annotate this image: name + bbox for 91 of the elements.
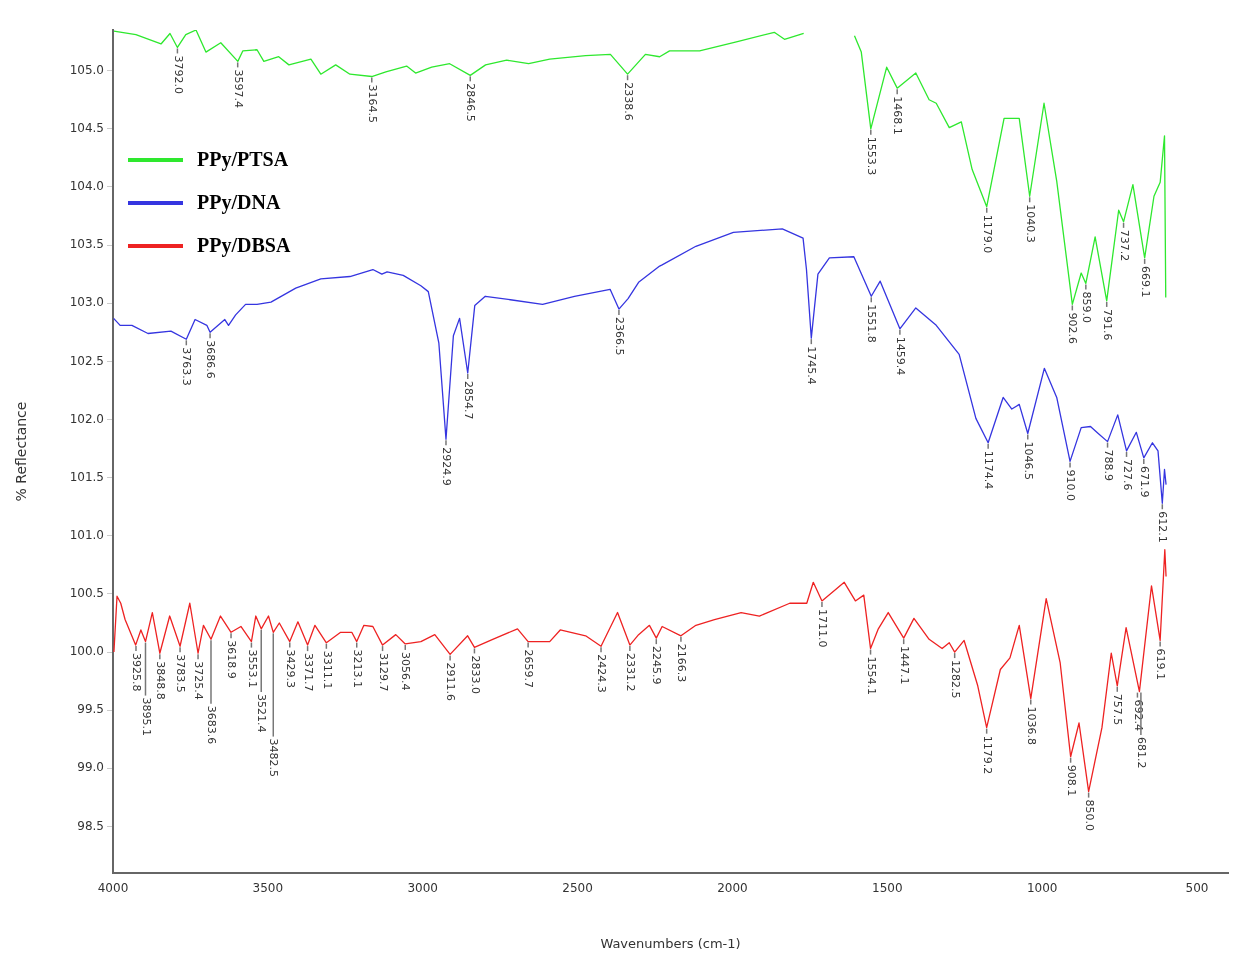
- annotation: 1468.1: [891, 96, 905, 135]
- legend-label: PPy/PTSA: [197, 148, 289, 171]
- annotation: 1554.1: [864, 656, 878, 696]
- x-axis-title: Wavenumbers (cm-1): [600, 935, 741, 951]
- annotation: 2924.9: [440, 447, 454, 486]
- annotation: 1040.3: [1023, 204, 1037, 243]
- annotation: 3683.6: [205, 705, 219, 745]
- x-tick-label: 2000: [717, 881, 748, 896]
- y-tick-label: 103.0: [69, 295, 104, 310]
- x-tick-label: 1500: [872, 881, 903, 896]
- annotation: 3848.8: [153, 661, 167, 700]
- annotation: 3213.1: [350, 649, 364, 689]
- annotation: 902.6: [1066, 312, 1080, 344]
- annotation: 3686.6: [204, 340, 218, 379]
- annotation: 3056.4: [399, 651, 413, 691]
- annotation: 3164.5: [365, 84, 379, 124]
- annotation: 1711.0: [816, 608, 830, 648]
- annotation: 3482.5: [267, 738, 281, 778]
- y-axis-title: % Reflectance: [13, 401, 30, 502]
- x-tick-label: 3000: [407, 881, 438, 896]
- annotation: 1447.1: [897, 646, 911, 685]
- annotation: 850.0: [1082, 799, 1096, 832]
- annotation: 3371.7: [301, 653, 315, 692]
- annotation: 681.2: [1135, 737, 1149, 769]
- annotation: 3792.0: [171, 55, 185, 94]
- annotation: 3129.7: [376, 653, 390, 692]
- annotation: 669.1: [1138, 265, 1152, 298]
- annotation: 737.2: [1117, 229, 1131, 262]
- annotation: 692.4: [1131, 699, 1145, 732]
- annotation: 2854.7: [461, 381, 475, 420]
- annotation: 3429.3: [283, 649, 297, 689]
- annotation: 612.1: [1156, 511, 1170, 543]
- annotation: 1036.8: [1024, 706, 1038, 746]
- annotation: 2245.9: [650, 646, 664, 685]
- annotation: 1459.4: [894, 336, 908, 376]
- annotation: 2846.5: [464, 83, 478, 122]
- annotation: 1179.0: [980, 214, 994, 254]
- annotation: 3925.8: [130, 653, 144, 692]
- x-tick-label: 1000: [1026, 881, 1058, 896]
- y-tick-label: 100.5: [69, 586, 104, 601]
- y-tick-label: 104.0: [69, 179, 104, 194]
- annotation: 1046.5: [1021, 441, 1035, 480]
- x-tick-label: 3500: [252, 881, 284, 896]
- annotation: 2911.6: [444, 662, 458, 701]
- y-tick-label: 102.5: [69, 353, 104, 368]
- y-tick-label: 102.0: [69, 411, 104, 426]
- legend-label: PPy/DBSA: [197, 234, 291, 257]
- annotation: 3597.4: [231, 69, 245, 108]
- y-tick-label: 98.5: [77, 818, 104, 833]
- annotation: 2424.3: [595, 654, 609, 693]
- annotation: 2833.0: [468, 655, 482, 694]
- annotation: 908.1: [1064, 764, 1078, 797]
- annotation: 2331.2: [624, 653, 638, 692]
- annotation: 3895.1: [139, 697, 153, 737]
- annotation: 3763.3: [180, 347, 194, 386]
- annotation: 1745.4: [805, 346, 819, 385]
- legend-label: PPy/DNA: [197, 191, 281, 214]
- y-tick-label: 100.0: [69, 644, 104, 659]
- x-tick-label: 500: [1185, 881, 1209, 896]
- annotation: 3725.4: [192, 661, 206, 700]
- x-tick-label: 2500: [562, 881, 593, 896]
- y-tick-label: 101.5: [69, 469, 104, 484]
- annotation: 2366.5: [613, 317, 627, 356]
- y-tick-label: 103.5: [69, 237, 104, 252]
- annotation: 3521.4: [255, 694, 269, 733]
- annotation: 1551.8: [865, 304, 879, 343]
- y-tick-label: 99.5: [77, 702, 104, 717]
- annotation: 859.0: [1079, 291, 1093, 323]
- annotation: 1282.5: [948, 660, 962, 699]
- annotation: 757.5: [1111, 693, 1125, 726]
- annotation: 788.9: [1101, 449, 1115, 482]
- annotation: 2659.7: [522, 649, 536, 689]
- y-tick-label: 105.0: [69, 62, 104, 77]
- annotation: 3311.1: [320, 650, 334, 690]
- annotation: 619.1: [1154, 648, 1168, 680]
- annotation: 1179.2: [980, 735, 994, 775]
- x-tick-label: 4000: [97, 881, 129, 896]
- annotation: 2166.3: [675, 643, 689, 683]
- y-tick-label: 101.0: [69, 527, 104, 542]
- y-tick-label: 104.5: [69, 120, 104, 135]
- annotation: 671.9: [1137, 465, 1151, 498]
- annotation: 791.6: [1100, 308, 1114, 341]
- annotation: 1553.3: [864, 136, 878, 176]
- annotation: 3618.9: [225, 640, 239, 679]
- annotation: 3553.1: [245, 649, 259, 689]
- annotation: 727.6: [1120, 458, 1134, 491]
- y-tick-label: 99.0: [77, 760, 104, 775]
- annotation: 2338.6: [621, 82, 635, 121]
- annotation: 3783.5: [174, 654, 188, 693]
- annotation: 1174.4: [982, 450, 996, 490]
- annotation: 910.0: [1064, 469, 1078, 501]
